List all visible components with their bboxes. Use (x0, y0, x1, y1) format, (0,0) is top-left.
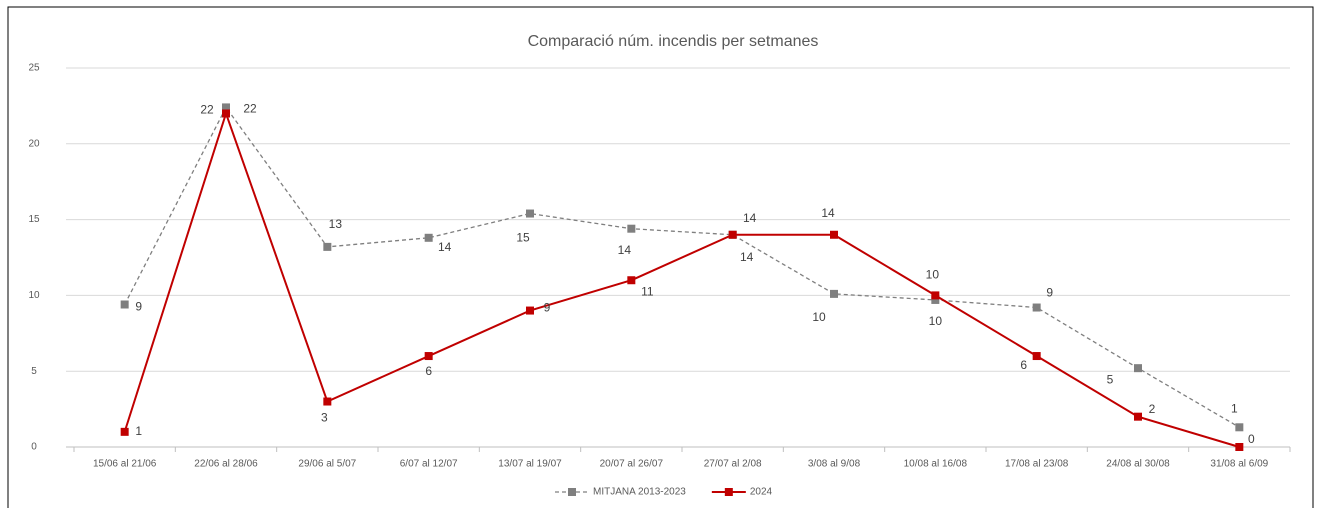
data-label: 14 (618, 243, 632, 257)
x-tick-label: 6/07 al 12/07 (400, 459, 458, 470)
data-label: 11 (641, 284, 654, 298)
y-tick-label: 10 (28, 290, 40, 301)
legend-marker (568, 488, 576, 496)
x-tick-label: 24/08 al 30/08 (1106, 459, 1170, 470)
series-line (123, 110, 1240, 448)
data-label: 14 (740, 250, 754, 264)
data-point (830, 230, 838, 239)
data-point (830, 289, 838, 298)
data-label: 15 (516, 231, 530, 245)
data-label: 5 (1107, 372, 1114, 386)
data-label: 9 (544, 301, 551, 315)
y-tick-label: 0 (31, 442, 37, 453)
data-point (728, 230, 737, 239)
y-tick-label: 5 (31, 366, 37, 377)
legend-marker (724, 488, 733, 496)
data-point (1032, 352, 1041, 361)
data-point (120, 300, 129, 309)
data-point (627, 224, 636, 233)
data-label: 6 (425, 364, 432, 378)
data-label: 14 (438, 240, 452, 254)
x-tick-label: 15/06 al 21/06 (93, 459, 157, 470)
legend-label: 2024 (750, 487, 773, 498)
data-label: 6 (1020, 358, 1027, 372)
data-label: 10 (812, 310, 826, 324)
data-point (120, 427, 129, 436)
data-label: 22 (200, 103, 214, 117)
data-label: 14 (743, 211, 757, 225)
data-label: 10 (929, 314, 943, 328)
data-label: 1 (1231, 401, 1238, 415)
data-label: 10 (926, 268, 940, 282)
data-point (526, 209, 534, 218)
chart-frame (7, 6, 1314, 508)
data-label: 14 (821, 206, 835, 220)
data-label: 22 (243, 102, 257, 116)
data-label: 0 (1248, 432, 1255, 446)
data-point (424, 352, 433, 361)
x-tick-label: 13/07 al 19/07 (498, 459, 562, 470)
x-tick-label: 27/07 al 2/08 (704, 459, 762, 470)
data-label: 3 (321, 411, 328, 425)
data-point (1032, 303, 1041, 312)
y-tick-label: 15 (28, 214, 40, 225)
series-line (124, 106, 1240, 428)
data-point (1235, 423, 1244, 432)
data-point (424, 233, 433, 242)
legend-label: MITJANA 2013-2023 (593, 487, 686, 498)
data-label: 1 (135, 424, 142, 438)
data-point (222, 103, 230, 112)
data-point (627, 276, 636, 285)
x-tick-label: 22/06 al 28/06 (194, 459, 258, 470)
data-label: 9 (135, 300, 142, 314)
data-point (1134, 412, 1142, 421)
chart-title: Comparació núm. incendis per setmanes (528, 33, 819, 50)
x-tick-label: 31/08 al 6/09 (1210, 459, 1268, 470)
data-point (1134, 364, 1142, 373)
data-point (931, 295, 940, 304)
data-point (222, 109, 230, 118)
data-label: 2 (1149, 402, 1156, 416)
y-tick-label: 20 (28, 138, 40, 149)
y-tick-label: 25 (28, 63, 40, 74)
data-point (323, 242, 332, 251)
data-label: 13 (329, 217, 343, 231)
data-point (1235, 443, 1244, 451)
data-point (931, 291, 940, 300)
data-point (323, 397, 332, 406)
x-tick-label: 29/06 al 5/07 (298, 459, 356, 470)
x-tick-label: 17/08 al 23/08 (1005, 459, 1069, 470)
data-label: 9 (1046, 286, 1053, 300)
x-tick-label: 20/07 al 26/07 (600, 459, 664, 470)
data-point (526, 306, 534, 315)
x-tick-label: 10/08 al 16/08 (904, 459, 968, 470)
x-tick-label: 3/08 al 9/08 (808, 459, 861, 470)
